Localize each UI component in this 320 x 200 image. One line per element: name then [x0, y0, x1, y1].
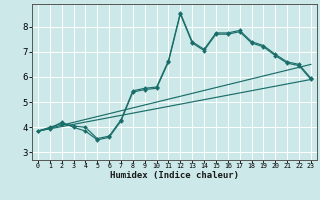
X-axis label: Humidex (Indice chaleur): Humidex (Indice chaleur): [110, 171, 239, 180]
